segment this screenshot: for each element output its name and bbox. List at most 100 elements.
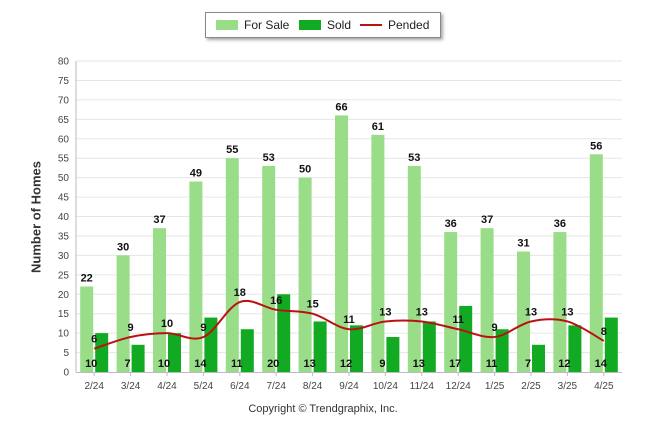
data-label-sold: 10 [158, 358, 170, 370]
data-label-pended: 16 [270, 295, 282, 307]
legend-label-pended: Pended [388, 18, 430, 32]
bar-sold [168, 333, 181, 372]
copyright-text: Copyright © Trendgraphix, Inc. [248, 403, 398, 415]
bar-sold [95, 333, 109, 372]
data-label-sold: 11 [231, 358, 243, 370]
data-label-pended: 11 [452, 314, 464, 326]
bar-sold [204, 317, 218, 372]
data-label-for-sale: 50 [299, 164, 311, 176]
data-label-pended: 15 [306, 299, 318, 311]
y-tick-label: 10 [58, 329, 70, 340]
bar-for-sale [80, 286, 94, 372]
bar-for-sale [517, 251, 530, 372]
y-tick-label: 65 [58, 115, 70, 126]
y-tick-label: 80 [58, 57, 70, 68]
legend-label-sold: Sold [327, 18, 352, 32]
x-tick-label: 4/25 [594, 381, 614, 392]
data-label-pended: 13 [561, 306, 573, 318]
bar-for-sale [298, 177, 312, 372]
data-label-for-sale: 30 [117, 241, 129, 253]
data-label-pended: 10 [161, 318, 173, 330]
y-tick-label: 15 [58, 309, 70, 320]
x-tick-label: 5/24 [194, 381, 214, 392]
pended-line [93, 299, 605, 350]
data-label-pended: 9 [128, 322, 134, 334]
y-tick-label: 20 [58, 290, 70, 301]
pended-line-path [93, 299, 605, 350]
x-tick-label: 2/24 [84, 381, 104, 392]
x-tick-label: 8/24 [303, 381, 323, 392]
y-tick-label: 50 [58, 173, 70, 184]
y-tick-label: 25 [58, 270, 70, 281]
data-label-for-sale: 49 [190, 168, 202, 180]
x-tick-label: 3/25 [558, 381, 578, 392]
data-label-sold: 14 [595, 358, 608, 370]
y-tick-label: 55 [58, 154, 70, 165]
bar-for-sale [589, 154, 603, 372]
x-tick-label: 1/25 [485, 381, 505, 392]
data-label-for-sale: 37 [153, 214, 165, 226]
data-label-pended: 9 [200, 322, 206, 334]
data-label-sold: 13 [413, 358, 425, 370]
x-tick-label: 3/24 [121, 381, 141, 392]
data-label-sold: 12 [340, 358, 352, 370]
legend-swatch-sold [299, 20, 321, 30]
bars [80, 115, 618, 373]
data-label-pended: 11 [343, 314, 355, 326]
bar-for-sale [371, 134, 385, 372]
data-label-for-sale: 22 [81, 272, 93, 284]
bar-sold [131, 344, 145, 372]
data-label-pended: 8 [601, 326, 607, 338]
bar-for-sale [225, 158, 239, 372]
data-label-for-sale: 31 [517, 237, 529, 249]
bar-sold [604, 317, 618, 372]
bar-for-sale [262, 165, 276, 372]
y-tick-label: 30 [58, 251, 70, 262]
data-label-sold: 7 [525, 358, 531, 370]
data-label-sold: 14 [194, 358, 207, 370]
data-label-for-sale: 53 [263, 152, 275, 164]
bar-sold [386, 337, 400, 372]
data-label-sold: 11 [486, 358, 498, 370]
x-tick-label: 4/24 [157, 381, 177, 392]
data-label-for-sale: 56 [590, 140, 602, 152]
bar-sold [350, 325, 363, 372]
y-tick-label: 35 [58, 231, 70, 242]
y-tick-label: 5 [63, 348, 69, 359]
bar-for-sale [116, 255, 130, 372]
axes: 0 5 10 15 20 25 30 35 40 45 50 55 60 65 70 75 80 2/24 3/24… [58, 57, 622, 392]
data-label-sold: 20 [267, 358, 279, 370]
y-tick-label: 45 [58, 193, 70, 204]
y-tick-label: 70 [58, 95, 70, 106]
x-tick-label: 6/24 [230, 381, 250, 392]
bar-for-sale [153, 228, 166, 372]
bar-sold [459, 305, 473, 372]
y-tick-label: 75 [58, 76, 70, 87]
bar-for-sale [444, 232, 458, 372]
bar-for-sale [335, 115, 348, 373]
y-tick-label: 0 [63, 368, 69, 379]
data-label-for-sale: 66 [335, 101, 347, 113]
legend-item-sold[interactable]: Sold [299, 18, 351, 32]
data-label-sold: 12 [558, 358, 570, 370]
bar-sold [422, 321, 436, 372]
x-tick-label: 2/25 [521, 381, 541, 392]
legend-label-for-sale: For Sale [244, 18, 290, 32]
data-label-for-sale: 55 [226, 144, 238, 156]
gridlines [76, 60, 622, 354]
data-label-pended: 13 [416, 306, 428, 318]
data-label-pended: 13 [525, 306, 537, 318]
bar-for-sale [480, 228, 494, 372]
data-label-sold: 10 [85, 358, 97, 370]
bar-for-sale [407, 165, 421, 372]
bar-sold [240, 329, 254, 372]
data-label-for-sale: 36 [445, 218, 457, 230]
bar-sold [495, 329, 509, 372]
bar-for-sale [553, 232, 567, 372]
x-tick-label: 10/24 [373, 381, 398, 392]
legend-item-for-sale[interactable]: For Sale [216, 18, 289, 32]
data-label-sold: 13 [303, 358, 315, 370]
data-label-for-sale: 36 [554, 218, 566, 230]
legend-item-pended[interactable]: Pended [360, 18, 429, 32]
